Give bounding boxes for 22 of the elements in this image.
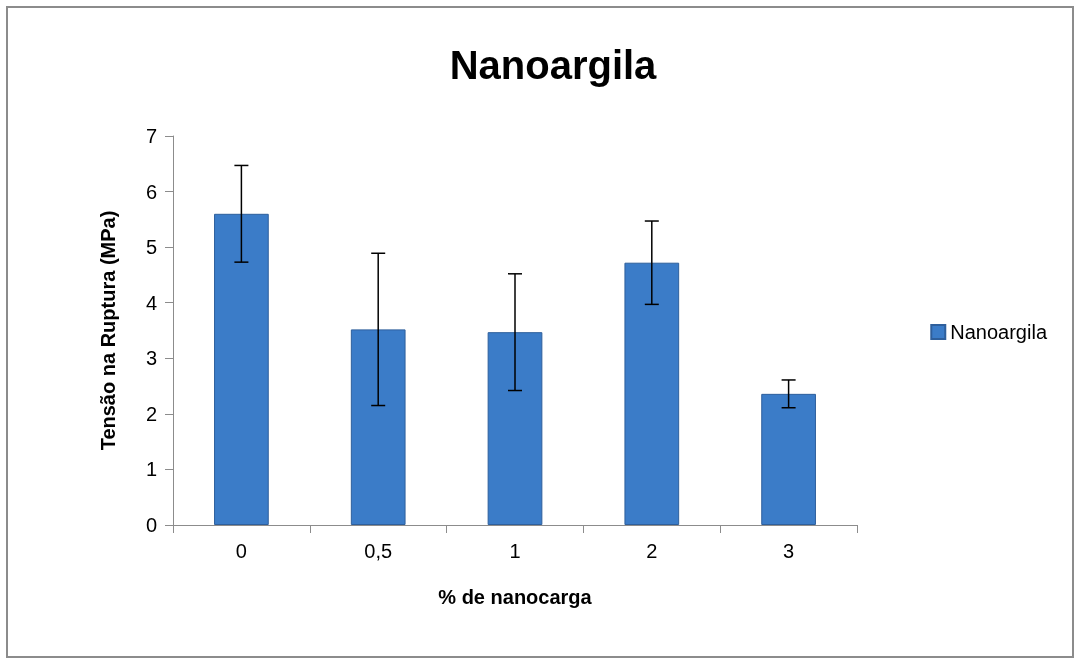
y-tick-label: 3	[145, 347, 157, 370]
x-tick-label: 2	[646, 540, 658, 562]
x-tick-label: 0	[235, 540, 247, 562]
bar	[214, 213, 269, 525]
chart-title: Nanoargila	[449, 43, 658, 87]
bar	[761, 393, 816, 525]
x-tick-label: 0,5	[364, 540, 393, 562]
x-axis-title: % de nanocarga	[438, 586, 593, 608]
y-tick-label: 7	[145, 125, 157, 147]
y-tick-label: 6	[145, 180, 157, 203]
x-tick-label: 1	[509, 540, 521, 562]
legend-label: Nanoargila	[950, 321, 1048, 343]
bar	[624, 262, 680, 525]
y-tick-label: 4	[145, 291, 157, 314]
y-axis-title: Tensão na Ruptura (MPa)	[97, 210, 119, 451]
y-tick-label: 0	[145, 514, 157, 536]
bar	[487, 332, 543, 525]
y-tick-label: 1	[145, 458, 157, 481]
y-tick-label: 5	[145, 236, 157, 259]
x-tick-label: 3	[783, 540, 795, 562]
bar	[350, 329, 406, 525]
y-tick-label: 2	[145, 402, 157, 425]
